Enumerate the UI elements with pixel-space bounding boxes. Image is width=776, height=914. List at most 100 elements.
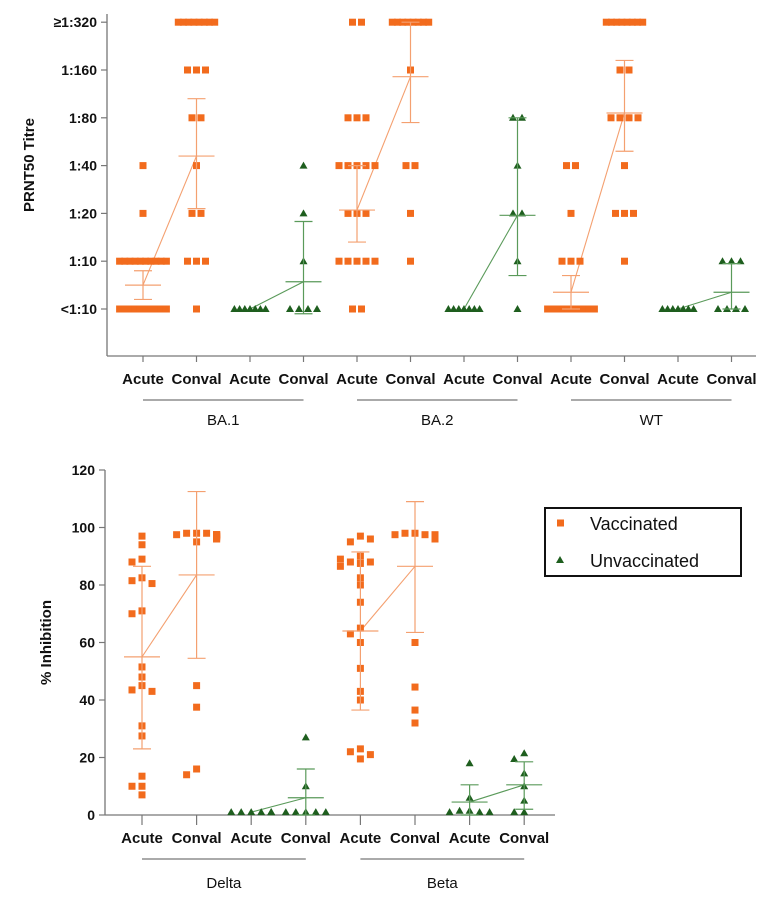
data-point-square (358, 305, 365, 313)
data-point-square (195, 18, 203, 26)
data-point-square (193, 305, 200, 313)
data-point-square (335, 257, 343, 265)
data-point-square (162, 305, 170, 313)
x-tick-label: Acute (449, 830, 491, 847)
data-point-triangle (299, 209, 308, 217)
data-point-square (401, 529, 409, 537)
data-point-square (138, 782, 146, 790)
data-point-square (628, 18, 636, 26)
data-point-square (136, 305, 144, 313)
x-tick-label: Conval (385, 371, 435, 388)
data-point-square (142, 257, 150, 265)
y-tick-label: ≥1:320 (54, 14, 98, 30)
data-point-square (421, 531, 429, 539)
data-point-square (590, 305, 598, 313)
mean-connector (469, 784, 525, 803)
data-point-triangle (674, 305, 682, 312)
data-point-square (193, 257, 200, 265)
data-point-triangle (295, 305, 303, 312)
data-point-triangle (485, 808, 494, 816)
data-point-square (621, 162, 628, 170)
data-point-square (148, 687, 156, 695)
data-point-square (554, 305, 562, 313)
data-point-square (174, 18, 182, 26)
x-tick-label: Conval (599, 371, 649, 388)
data-point-square (402, 162, 410, 170)
data-point-square (353, 257, 361, 265)
data-point-triangle (513, 305, 522, 312)
data-point-square (188, 209, 196, 217)
data-point-square (116, 305, 124, 313)
y-tick-label: 0 (87, 807, 95, 823)
data-point-triangle (509, 209, 517, 217)
data-point-square (411, 639, 419, 646)
y-tick-label: 20 (79, 750, 95, 766)
y-tick-label: <1:10 (61, 301, 97, 317)
data-point-square (131, 257, 139, 265)
data-point-square (157, 305, 165, 313)
data-point-triangle (246, 305, 254, 312)
data-point-square (121, 305, 129, 313)
group-label: Beta (427, 875, 459, 892)
mean-connector (570, 112, 626, 293)
y-tick-label: 1:40 (69, 158, 97, 174)
data-point-triangle (465, 759, 474, 767)
data-point-square (618, 18, 626, 26)
data-point-triangle (257, 808, 266, 816)
data-point-square (623, 18, 631, 26)
data-point-square (621, 257, 628, 265)
data-point-square (152, 257, 160, 265)
data-point-square (202, 66, 209, 74)
data-point-square (425, 18, 433, 26)
data-point-square (184, 257, 191, 265)
data-point-square (344, 257, 352, 265)
data-point-square (407, 257, 414, 265)
x-tick-label: Acute (550, 371, 592, 388)
group-label: BA.1 (207, 412, 240, 429)
data-point-square (411, 719, 419, 727)
x-tick-label: Conval (172, 830, 222, 847)
data-point-triangle (663, 305, 672, 312)
prnt50-titre-chart: <1:10 1:10 1:20 1:40 1:80 1:160 ≥1:320 Acute Con… (21, 14, 757, 429)
data-point-square (200, 18, 208, 26)
group-label: BA.2 (421, 412, 454, 429)
data-point-square (185, 18, 193, 26)
data-point-square (580, 305, 588, 313)
data-point-square (142, 305, 150, 313)
x-tick-label: Conval (171, 371, 221, 388)
data-point-square (613, 18, 621, 26)
group-label: Delta (206, 875, 242, 892)
data-point-square (152, 305, 160, 313)
data-point-square (128, 610, 136, 618)
data-point-square (138, 541, 146, 549)
data-point-square (121, 257, 129, 265)
y-tick-label: 1:10 (69, 253, 97, 269)
data-point-square (138, 791, 146, 799)
data-point-square (180, 18, 187, 26)
data-point-square (356, 532, 364, 540)
data-point-square (139, 209, 147, 217)
data-point-square (190, 18, 198, 26)
data-point-square (193, 765, 201, 773)
data-point-square (621, 209, 628, 217)
data-point-square (366, 751, 374, 759)
data-point-triangle (679, 305, 688, 312)
data-point-triangle (445, 808, 454, 816)
data-point-square (356, 755, 364, 763)
data-point-triangle (668, 305, 677, 312)
data-point-square (349, 18, 356, 26)
data-point-triangle (455, 806, 464, 814)
data-point-square (411, 683, 419, 691)
x-tick-label: Conval (390, 830, 440, 847)
data-point-square (344, 114, 352, 122)
data-point-square (349, 305, 356, 313)
mean-connector (677, 291, 732, 310)
data-point-square (173, 531, 181, 539)
x-tick-label: Acute (229, 371, 271, 388)
data-point-square (126, 257, 134, 265)
data-point-square (157, 257, 165, 265)
data-point-square (356, 745, 364, 753)
data-point-triangle (465, 305, 474, 312)
data-point-triangle (286, 305, 294, 312)
